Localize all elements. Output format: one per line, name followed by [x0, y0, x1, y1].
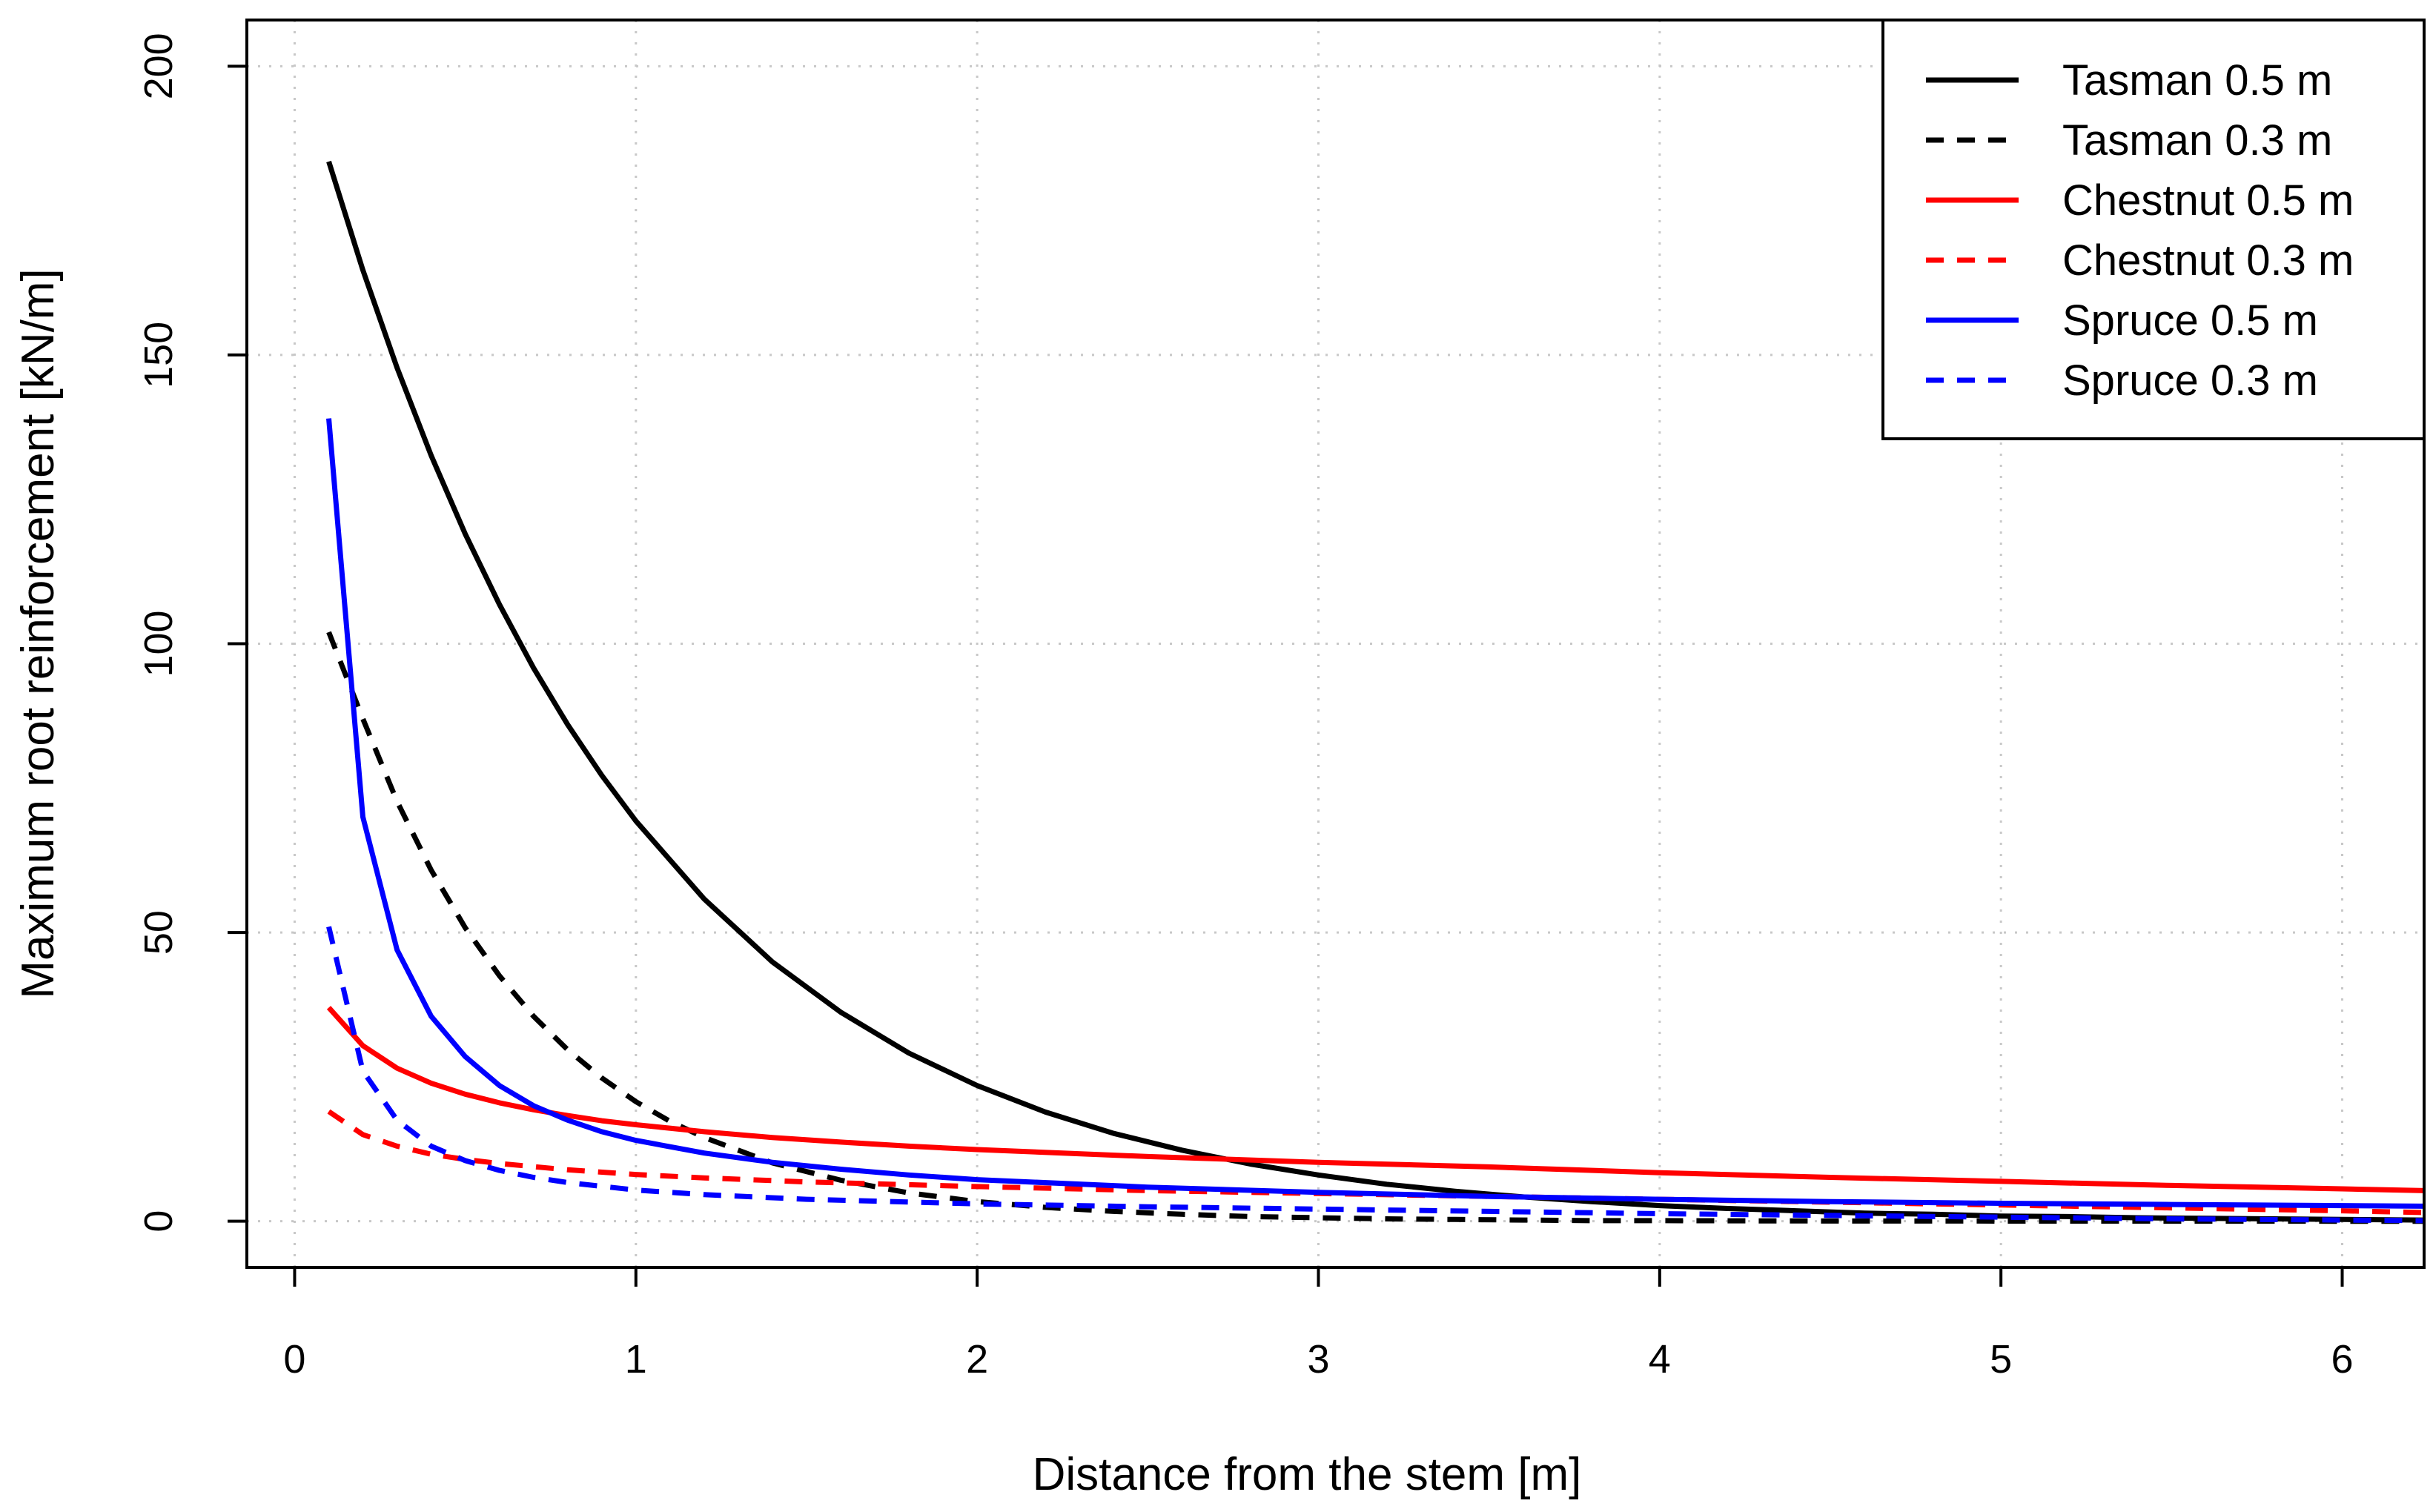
x-tick-label: 5: [1990, 1337, 2012, 1382]
y-tick-label: 100: [136, 610, 181, 677]
y-tick-label: 150: [136, 322, 181, 388]
series-line-tasman-0-3-m: [326, 631, 2424, 1224]
y-tick-label: 0: [136, 1210, 181, 1233]
series-line-spruce-0-3-m: [326, 926, 2424, 1224]
legend-box: [1881, 19, 2426, 440]
legend-label: Tasman 0.3 m: [2062, 116, 2332, 165]
series-lines: [326, 160, 2424, 1224]
x-tick-label: 6: [2331, 1337, 2353, 1382]
y-tick-label: 200: [136, 33, 181, 99]
legend-label: Tasman 0.5 m: [2062, 56, 2332, 105]
legend-label: Chestnut 0.3 m: [2062, 236, 2354, 285]
x-axis: 0 1 2 3 4 5 6: [283, 1267, 2354, 1382]
x-tick-label: 3: [1307, 1337, 1329, 1382]
x-tick-label: 1: [625, 1337, 647, 1382]
legend-label: Spruce 0.3 m: [2062, 357, 2318, 405]
x-tick-label: 4: [1649, 1337, 1671, 1382]
legend-label: Spruce 0.5 m: [2062, 296, 2318, 345]
y-axis: 0 50 100 150 200: [136, 33, 247, 1233]
x-tick-label: 2: [966, 1337, 988, 1382]
series-line-spruce-0-5-m: [326, 418, 2424, 1209]
legend: Tasman 0.5 m Tasman 0.3 m Chestnut 0.5 m Ch…: [1881, 19, 2426, 440]
x-axis-title: Distance from the stem [m]: [1033, 1449, 1582, 1500]
series-line-chestnut-0-5-m: [326, 1006, 2424, 1193]
y-tick-label: 50: [136, 910, 181, 955]
y-axis-title: Maximum root reinforcement [kN/m]: [13, 268, 64, 998]
legend-label: Chestnut 0.5 m: [2062, 176, 2354, 225]
x-tick-label: 0: [283, 1337, 305, 1382]
